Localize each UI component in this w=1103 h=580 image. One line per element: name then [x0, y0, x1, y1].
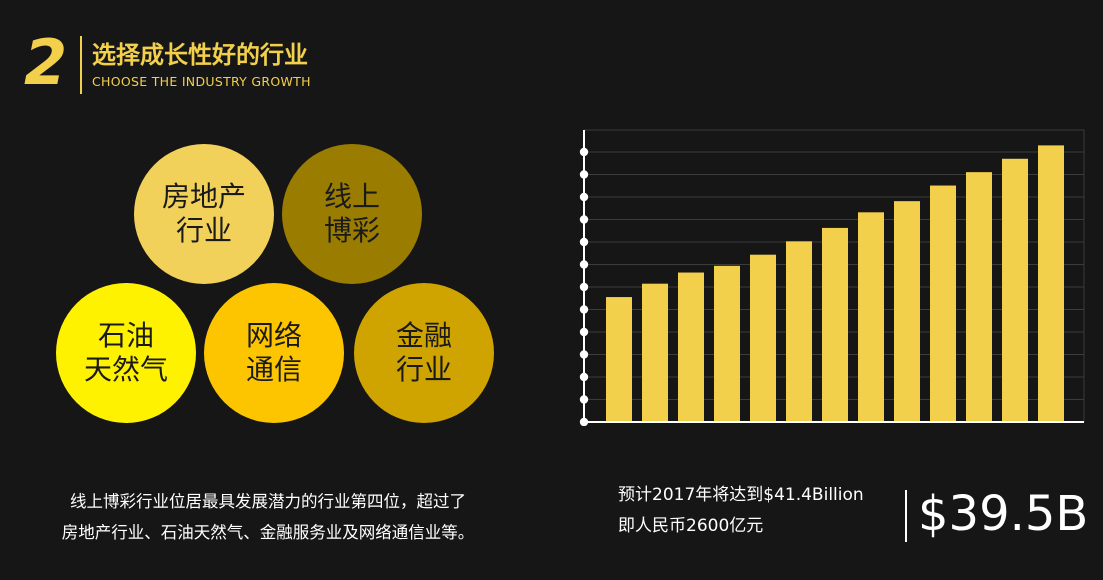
- forecast-line: 预计2017年将达到$41.4Billion: [618, 480, 864, 511]
- description-line: 线上博彩行业位居最具发展潜力的行业第四位，超过了: [18, 486, 518, 517]
- chart-bar: [930, 186, 956, 422]
- growth-bar-chart: [574, 126, 1088, 426]
- description-line: 房地产行业、石油天然气、金融服务业及网络通信业等。: [18, 517, 518, 548]
- section-title: 选择成长性好的行业: [92, 40, 308, 70]
- circle-label: 网络 通信: [246, 319, 302, 387]
- chart-bar: [822, 228, 848, 422]
- chart-bar: [858, 212, 884, 422]
- chart-bar: [1038, 145, 1064, 422]
- highlight-value: $39.5B: [918, 484, 1088, 544]
- chart-bar: [750, 255, 776, 422]
- chart-bar: [642, 284, 668, 422]
- circle-network-communication: 网络 通信: [204, 283, 344, 423]
- circle-label: 房地产 行业: [162, 180, 246, 248]
- chart-bar: [678, 273, 704, 422]
- description-text: 线上博彩行业位居最具发展潜力的行业第四位，超过了 房地产行业、石油天然气、金融服…: [18, 486, 518, 548]
- chart-bar: [894, 201, 920, 422]
- forecast-line: 即人民币2600亿元: [618, 511, 864, 542]
- circle-finance: 金融 行业: [354, 283, 494, 423]
- chart-bar: [1002, 159, 1028, 422]
- chart-bar: [786, 241, 812, 422]
- circle-real-estate: 房地产 行业: [134, 144, 274, 284]
- chart-bar: [966, 172, 992, 422]
- header-divider: [80, 36, 82, 94]
- circle-oil-gas: 石油 天然气: [56, 283, 196, 423]
- section-subtitle: CHOOSE THE INDUSTRY GROWTH: [92, 74, 311, 90]
- chart-bar: [714, 266, 740, 422]
- section-number: 2: [24, 32, 67, 94]
- circle-label: 石油 天然气: [84, 319, 168, 387]
- circle-online-gaming: 线上 博彩: [282, 144, 422, 284]
- forecast-text: 预计2017年将达到$41.4Billion 即人民币2600亿元: [618, 480, 864, 542]
- chart-bar: [606, 297, 632, 422]
- value-divider: [905, 490, 907, 542]
- circle-label: 金融 行业: [396, 319, 452, 387]
- circle-label: 线上 博彩: [324, 180, 380, 248]
